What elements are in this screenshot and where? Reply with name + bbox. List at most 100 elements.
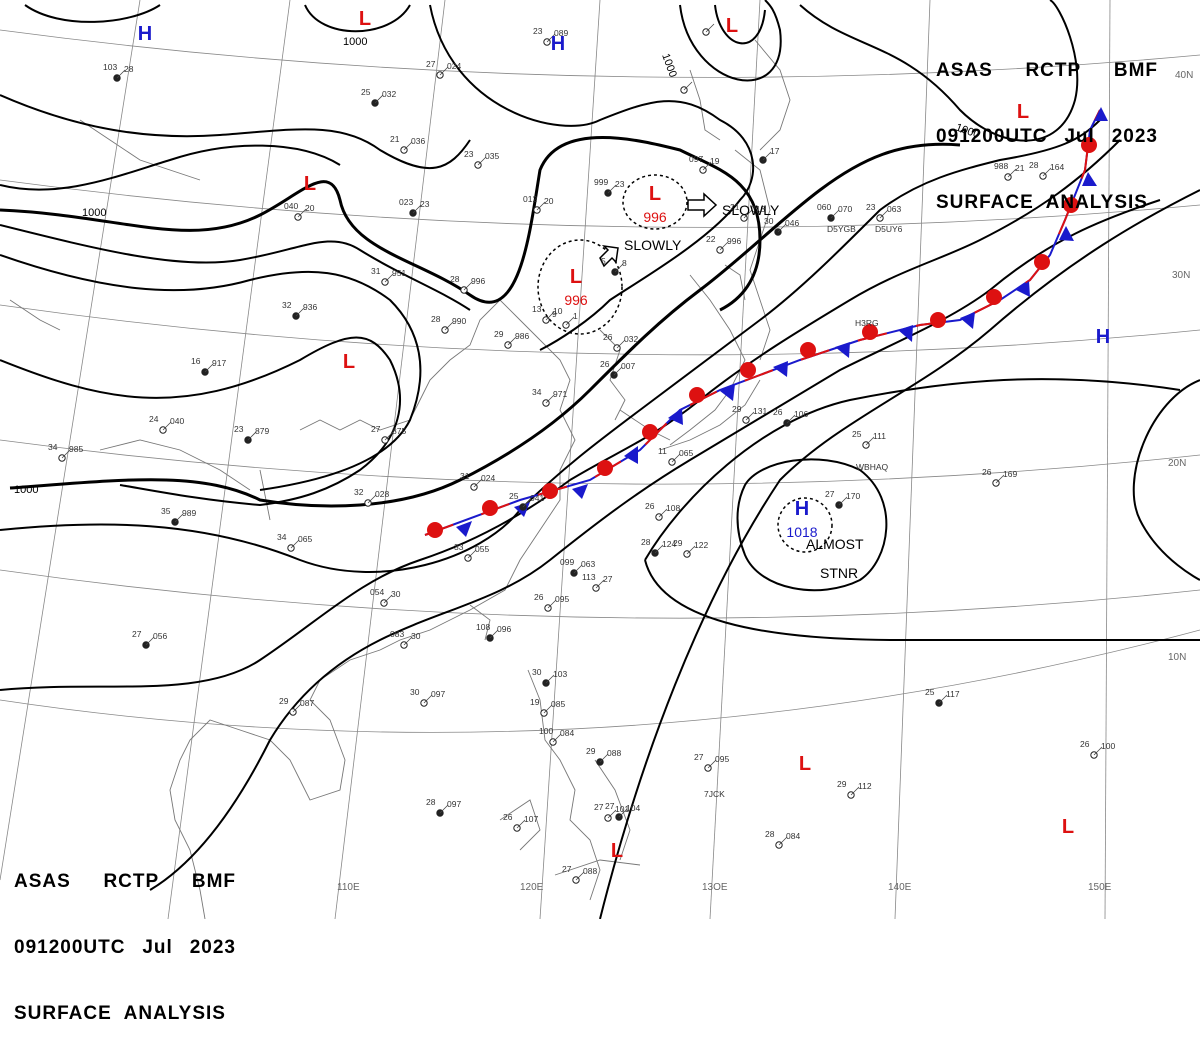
isobar-label: 1000	[14, 484, 38, 496]
station-temperature: 21	[390, 134, 400, 144]
center-pressure-value: 1018	[786, 524, 817, 540]
station-pressure: 111	[873, 431, 886, 441]
station-temperature: 054	[370, 587, 384, 597]
header-year: 2023	[189, 937, 236, 958]
wind-barb	[575, 871, 585, 881]
wind-barb	[614, 263, 624, 273]
wind-barb	[743, 209, 753, 219]
station-temperature: 060	[817, 202, 831, 212]
wind-barb	[545, 394, 555, 404]
wind-barb	[838, 496, 848, 506]
station-temperature: 999	[594, 177, 608, 187]
wind-barb	[618, 808, 628, 818]
station-temperature: 28	[450, 274, 460, 284]
station-pressure: 065	[298, 534, 312, 544]
station-temperature: 35	[161, 506, 171, 516]
station-pressure: 27	[603, 574, 613, 584]
wind-barb	[489, 629, 499, 639]
station-pressure: 032	[382, 89, 396, 99]
station-pressure: 19	[710, 156, 720, 166]
station-observations: 2810308923024270322503621035232302320040…	[48, 26, 1115, 876]
wind-barb	[995, 474, 1005, 484]
wind-barb	[545, 311, 555, 321]
station-temperature: 113	[582, 572, 596, 582]
station-pressure: 046	[785, 218, 799, 228]
wind-barb	[1093, 746, 1103, 756]
wind-barb	[546, 33, 556, 43]
station-pressure: 951	[392, 268, 406, 278]
wind-barb	[865, 436, 875, 446]
station-temperature: 040	[284, 201, 298, 211]
latitude-label: 30N	[1172, 270, 1190, 281]
station-temperature: 100	[539, 726, 553, 736]
station-temperature: 27	[371, 424, 381, 434]
station-temperature: 24	[149, 414, 159, 424]
station-temperature: 26	[773, 407, 783, 417]
station-pressure: 17	[770, 146, 780, 156]
longitude-label: 150E	[1088, 882, 1112, 893]
station-temperature: 34	[532, 387, 542, 397]
station-pressure: 055	[475, 544, 489, 554]
low-pressure-center: L	[1017, 101, 1029, 123]
wind-barb	[516, 819, 526, 829]
low-pressure-center: L	[649, 183, 661, 205]
station-temperature: 26	[503, 812, 513, 822]
longitude-label: 120E	[520, 882, 544, 893]
station-pressure: 879	[255, 426, 269, 436]
wind-barb	[762, 151, 772, 161]
station-pressure: 032	[624, 334, 638, 344]
station-pressure: 1	[573, 311, 578, 321]
header-bottom-left: ASAS RCTP BMF 091200UTC Jul 2023 SURFACE ANA…	[14, 827, 236, 1047]
dotted-center-enclosures	[537, 174, 833, 553]
wind-barb	[403, 636, 413, 646]
wind-barb	[61, 449, 71, 459]
header-time: 091200UTC	[14, 937, 126, 958]
station-pressure: 070	[838, 204, 852, 214]
station-temperature: 33	[454, 542, 464, 552]
station-temperature: 29	[837, 779, 847, 789]
station-temperature: 28	[765, 829, 775, 839]
station-temperature: 103	[103, 62, 117, 72]
high-pressure-center: H	[551, 33, 565, 55]
station-pressure: 007	[621, 361, 635, 371]
coastlines	[9, 39, 791, 919]
station-temperature: 27	[426, 59, 436, 69]
header-center: RCTP	[1025, 60, 1082, 81]
movement-label: STNR	[820, 565, 858, 581]
wind-barb	[1007, 168, 1017, 178]
header-title: SURFACE ANALYSIS	[14, 1003, 226, 1024]
wind-barb	[174, 513, 184, 523]
wind-barb	[938, 694, 948, 704]
high-pressure-center: H	[795, 498, 809, 520]
wind-barb	[439, 66, 449, 76]
wind-barb	[403, 141, 413, 151]
wind-barb	[145, 636, 155, 646]
station-pressure: 985	[69, 444, 83, 454]
station-temperature: 23	[866, 202, 876, 212]
station-temperature: 25	[509, 491, 519, 501]
wind-barb	[777, 223, 787, 233]
header-product: ASAS	[14, 871, 71, 892]
station-pressure: 108	[666, 503, 680, 513]
wind-barb	[613, 366, 623, 376]
low-pressure-center: L	[359, 8, 371, 30]
latitude-label: 20N	[1168, 458, 1186, 469]
station-temperature: 5	[601, 256, 606, 266]
wind-barb	[522, 498, 532, 508]
station-pressure: 112	[858, 781, 872, 791]
station-pressure: 986	[515, 331, 529, 341]
station-pressure: 106	[794, 409, 808, 419]
station-temperature: 25	[925, 687, 935, 697]
station-temperature: 16	[191, 356, 201, 366]
station-temperature: 34	[48, 442, 58, 452]
station-pressure: 122	[694, 540, 708, 550]
wind-barb	[573, 564, 583, 574]
wind-barb	[879, 209, 889, 219]
station-pressure: 164	[1050, 162, 1064, 172]
station-id: 7JCK	[704, 789, 725, 799]
wind-barb	[384, 273, 394, 283]
header-code: BMF	[1113, 60, 1158, 81]
station-temperature: 988	[994, 161, 1008, 171]
wind-barb	[412, 204, 422, 214]
station-pressure: 169	[1003, 469, 1017, 479]
